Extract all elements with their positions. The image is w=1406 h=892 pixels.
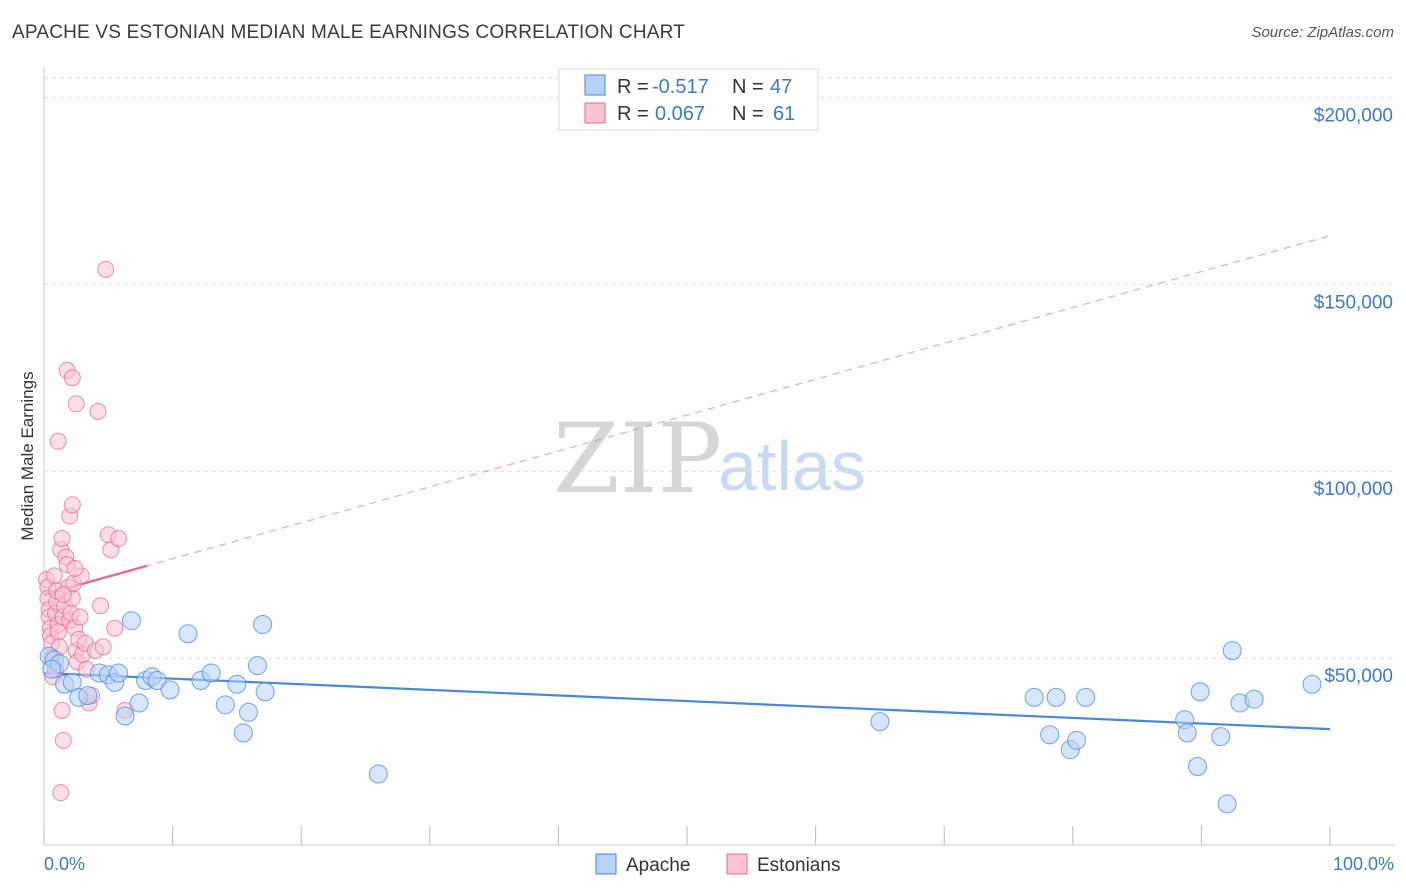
point-apache-30 [1024, 687, 1044, 707]
watermark-atlas: atlas [718, 427, 866, 505]
point-estonian-9 [45, 567, 63, 585]
point-apache-29 [870, 712, 890, 732]
y-tick-label-100000: $100,000 [1314, 479, 1393, 500]
correlation-legend: R = -0.517 N = 47 R = 0.067 N = 61 [558, 68, 819, 131]
point-estonian-54 [67, 395, 85, 413]
x-tick-label-min: 0.0% [44, 854, 85, 874]
point-apache-35 [1076, 687, 1096, 707]
point-apache-24 [238, 702, 258, 722]
watermark-zip: ZIP [553, 403, 722, 515]
bottom-legend-estonian: Estonians [757, 855, 840, 876]
point-apache-42 [1222, 641, 1242, 661]
point-apache-21 [215, 695, 235, 715]
trend-line-apache [43, 671, 1331, 731]
point-estonian-56 [97, 260, 115, 278]
point-apache-41 [1217, 794, 1237, 814]
point-estonian-17 [53, 529, 71, 547]
legend-swatch-estonian [584, 102, 606, 124]
point-apache-26 [253, 614, 273, 634]
point-apache-39 [1190, 682, 1210, 702]
point-apache-20 [201, 663, 221, 683]
bottom-legend-swatch-apache [595, 853, 617, 875]
point-apache-32 [1046, 687, 1066, 707]
legend-estonian-r-label: R = [617, 103, 649, 125]
y-tick-label-200000: $200,000 [1314, 105, 1393, 126]
x-tick-label-max: 100.0% [1333, 854, 1394, 874]
gridlines [44, 77, 1394, 659]
point-apache-27 [255, 682, 275, 702]
point-apache-28 [368, 764, 388, 784]
point-estonian-60 [66, 559, 84, 577]
point-estonian-51 [49, 432, 67, 450]
x-ticks [43, 826, 1331, 845]
point-apache-22 [227, 674, 247, 694]
point-apache-16 [147, 671, 167, 691]
point-apache-25 [247, 656, 267, 676]
point-estonian-46 [53, 701, 71, 719]
point-apache-46 [42, 659, 62, 679]
point-estonian-53 [63, 369, 81, 387]
data-points [38, 260, 1322, 814]
series-legend: Apache Estonians [595, 853, 840, 876]
legend-apache-r-label: R = [617, 76, 649, 98]
point-apache-18 [178, 624, 198, 644]
legend-apache-n-label: N = [732, 76, 764, 98]
legend-estonian-n-value: 61 [773, 103, 795, 125]
point-apache-44 [1244, 689, 1264, 709]
point-apache-17 [160, 680, 180, 700]
y-tick-label-50000: $50,000 [1324, 666, 1393, 687]
point-apache-40 [1211, 727, 1231, 747]
legend-apache-r-value: -0.517 [652, 76, 709, 98]
legend-estonian-n-label: N = [732, 103, 764, 125]
trend-line-estonian-dashed [43, 235, 1331, 596]
point-estonian-43 [106, 619, 124, 637]
y-tick-labels: $50,000 $100,000 $150,000 $200,000 [1314, 105, 1393, 687]
y-tick-label-150000: $150,000 [1314, 292, 1393, 313]
point-estonian-44 [110, 529, 128, 547]
point-estonian-47 [54, 731, 72, 749]
point-apache-38 [1188, 757, 1208, 776]
source-label: Source: ZipAtlas.com [1251, 24, 1394, 41]
point-apache-45 [1302, 674, 1322, 694]
legend-estonian-r-value: 0.067 [655, 103, 705, 125]
point-estonian-31 [71, 608, 89, 626]
bottom-legend-swatch-estonian [726, 853, 748, 875]
point-apache-37 [1177, 723, 1197, 743]
legend-swatch-apache [584, 74, 606, 96]
bottom-legend-apache: Apache [626, 855, 690, 876]
axes [43, 68, 1394, 846]
point-estonian-40 [94, 638, 112, 656]
point-estonian-39 [92, 597, 110, 615]
point-apache-31 [1040, 725, 1060, 745]
point-apache-12 [121, 611, 141, 631]
point-apache-23 [233, 723, 253, 743]
point-apache-10 [109, 663, 129, 683]
legend-apache-n-value: 47 [770, 76, 792, 98]
chart-title: APACHE VS ESTONIAN MEDIAN MALE EARNINGS … [12, 22, 686, 43]
point-estonian-59 [54, 586, 72, 604]
point-apache-6 [78, 685, 98, 705]
point-estonian-48 [52, 784, 70, 802]
point-apache-13 [129, 693, 149, 713]
y-axis-label: Median Male Earnings [18, 371, 37, 540]
point-apache-34 [1067, 730, 1087, 750]
point-estonian-55 [89, 402, 107, 420]
point-apache-11 [115, 706, 135, 726]
point-estonian-50 [63, 496, 81, 514]
